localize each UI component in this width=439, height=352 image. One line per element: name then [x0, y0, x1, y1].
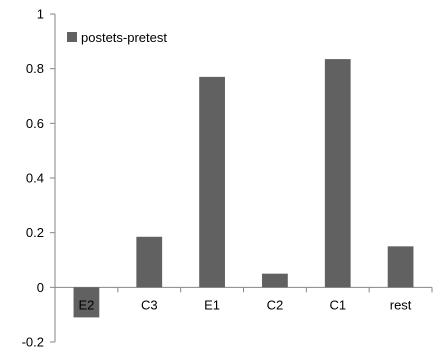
- x-axis: [54, 286, 433, 293]
- x-tick-label: C1: [329, 297, 346, 312]
- x-tick-labels: E2 C3 E1 C2 C1 rest: [78, 297, 411, 312]
- y-tick-label: 0: [37, 280, 44, 295]
- legend: postets-pretest: [67, 30, 167, 45]
- y-tick-label: 0.6: [26, 116, 44, 131]
- x-tick-label: E1: [204, 297, 220, 312]
- bar-C1: [324, 59, 351, 288]
- bar-E2: [73, 287, 100, 318]
- bar-rest: [387, 246, 414, 288]
- x-tick-label: E2: [78, 297, 94, 312]
- bar-C2: [262, 273, 288, 288]
- x-tick-label: rest: [390, 297, 412, 312]
- x-tick-label: C2: [267, 297, 284, 312]
- y-axis: -0.2 0 0.2 0.4 0.6 0.8 1: [22, 7, 56, 350]
- bar-C3: [136, 236, 163, 288]
- bar-E1: [199, 76, 225, 288]
- y-tick-label: -0.2: [22, 335, 44, 350]
- y-tick-label: 1: [37, 7, 44, 22]
- y-tick-label: 0.4: [26, 171, 44, 186]
- bar-series: [73, 59, 414, 318]
- legend-swatch: [67, 32, 77, 42]
- y-tick-label: 0.2: [26, 225, 44, 240]
- x-tick-label: C3: [141, 297, 158, 312]
- legend-label: postets-pretest: [81, 30, 167, 45]
- y-tick-label: 0.8: [26, 61, 44, 76]
